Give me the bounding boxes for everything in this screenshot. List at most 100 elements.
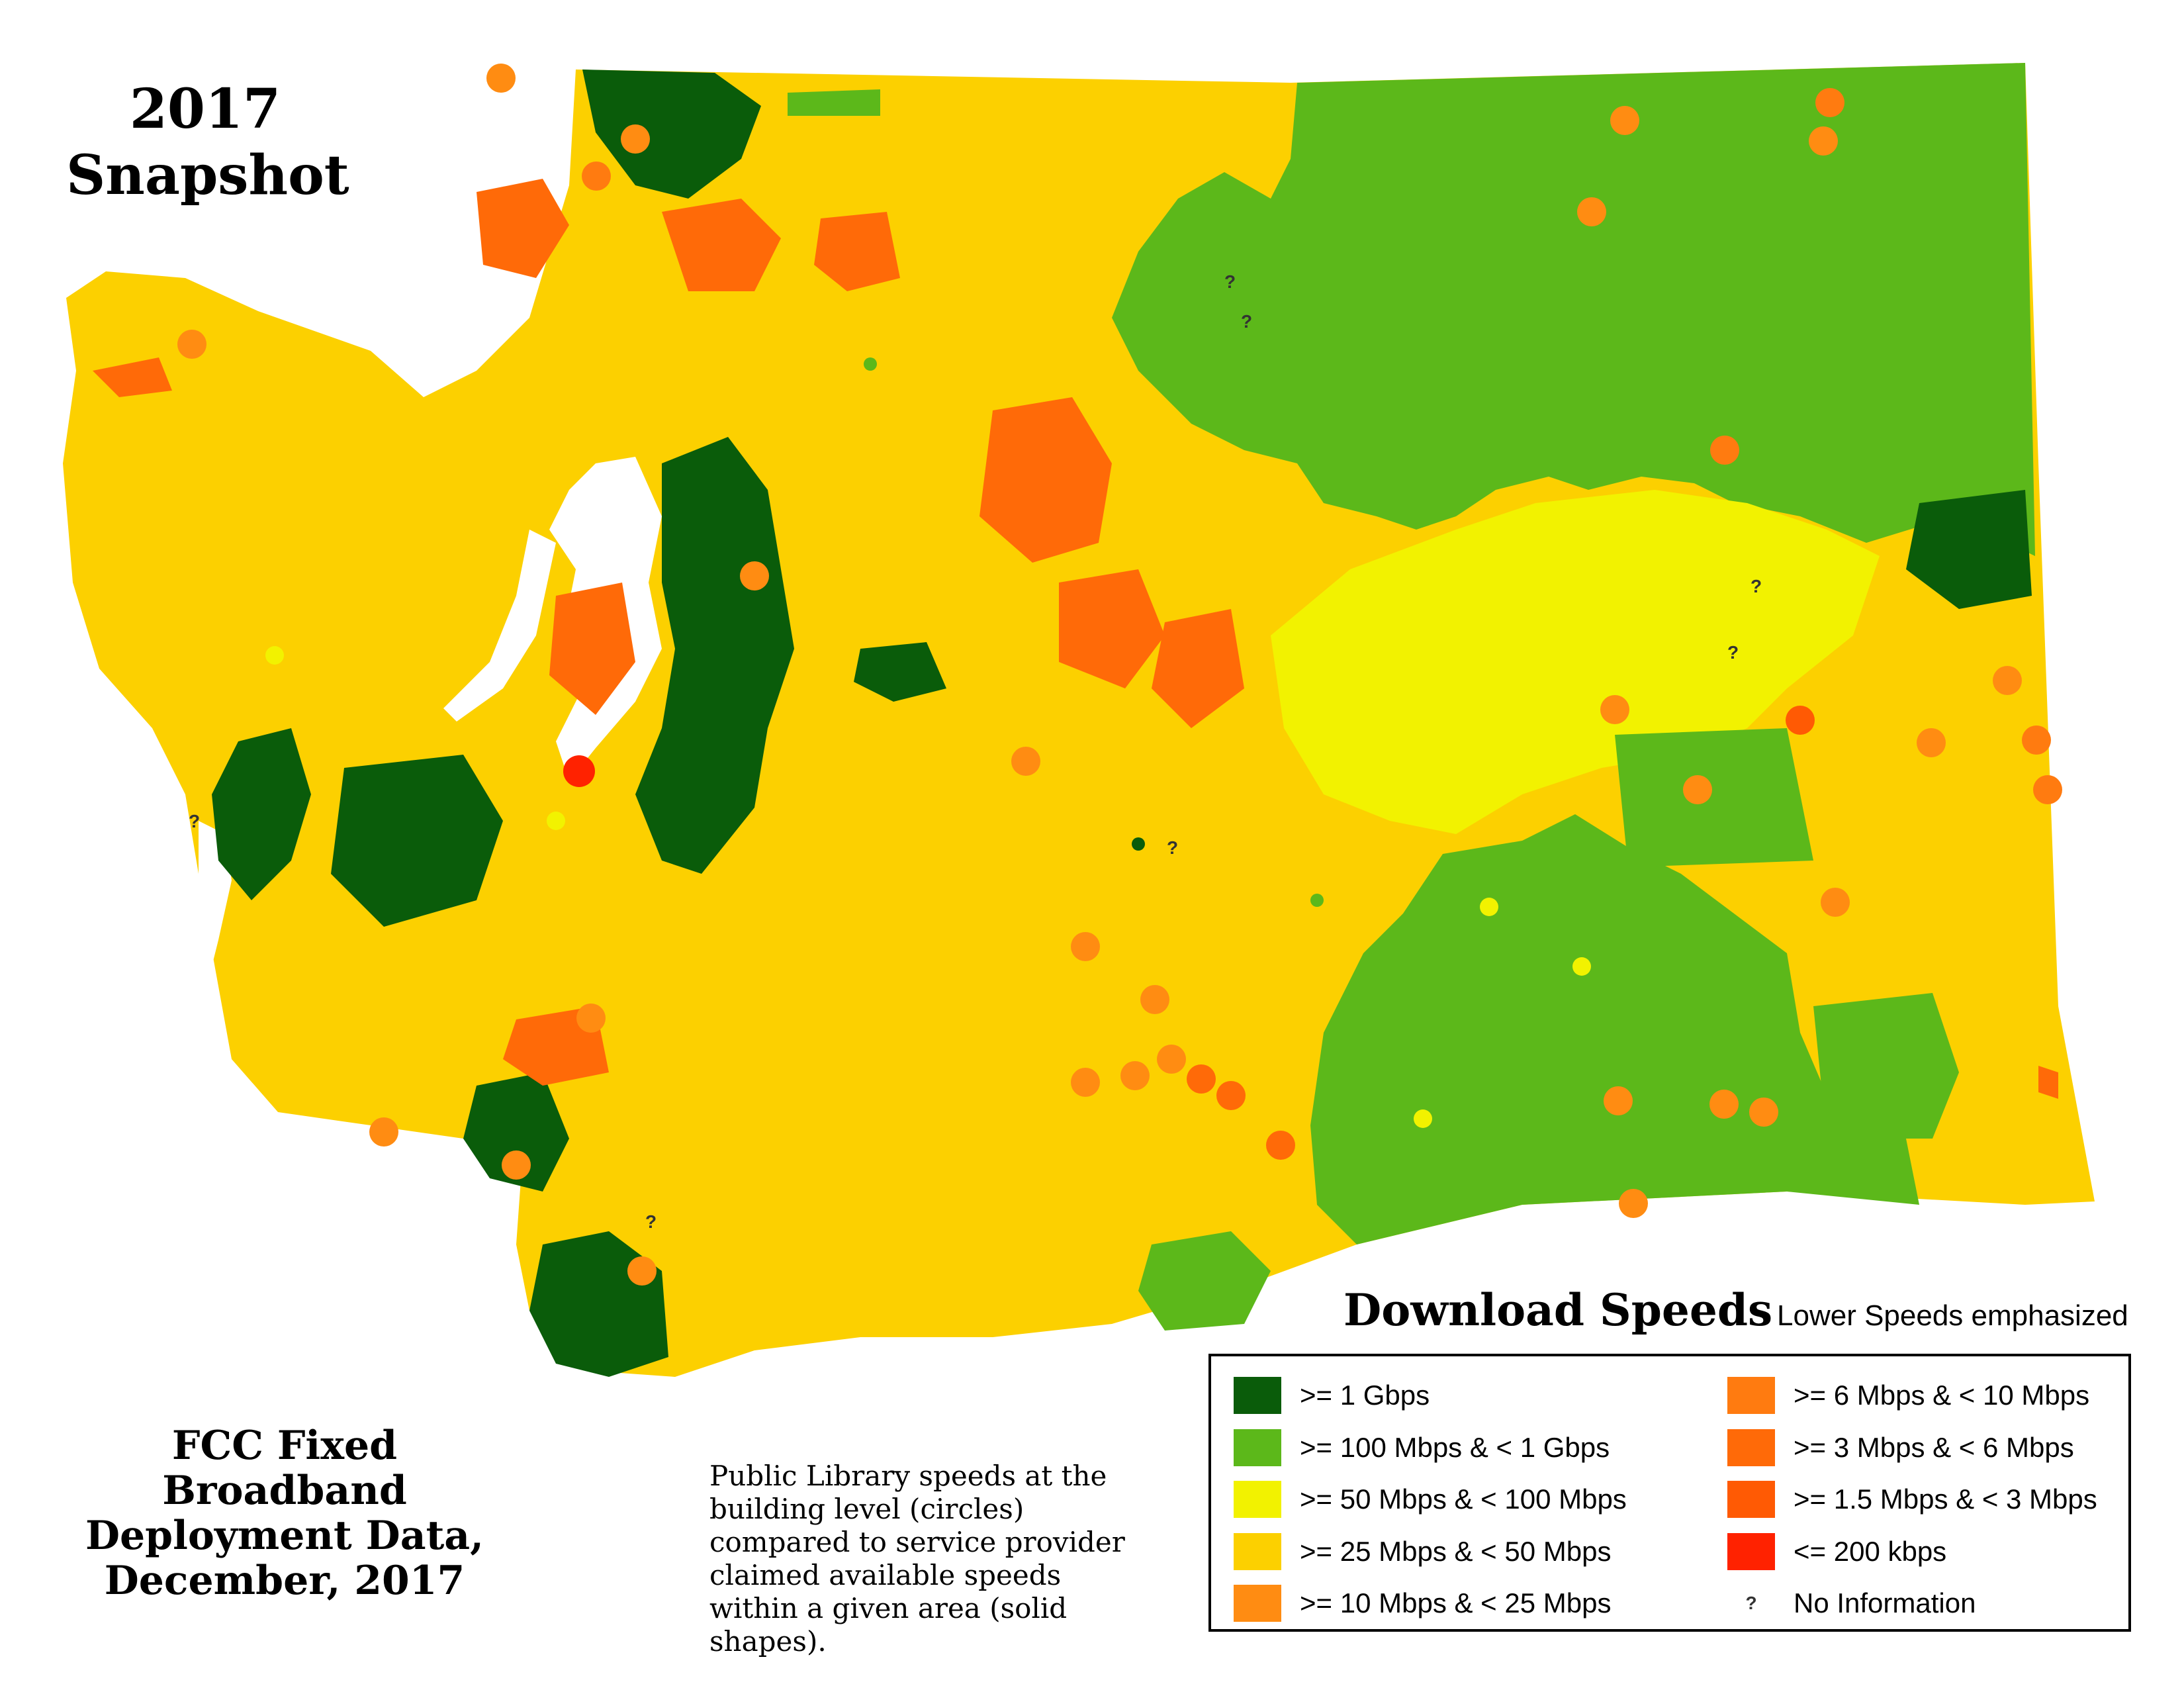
library-circle-3mbps [1187,1064,1216,1094]
map-title: 2017 Snapshot [66,76,349,209]
legend-label: No Information [1794,1587,1976,1619]
library-circle-10mbps [486,64,516,93]
library-circle-10mbps [1011,747,1040,776]
legend-swatch [1727,1377,1775,1415]
library-circle-10mbps [1809,126,1838,156]
legend-item: ? No Information [1727,1577,2097,1630]
legend-item: >= 1 Gbps [1234,1370,1627,1422]
legend-item: >= 3 Mbps & < 6 Mbps [1727,1422,2097,1474]
library-circle-10mbps [1071,1068,1100,1097]
library-circle-10mbps [1071,932,1100,961]
region-se-100mbps [1310,814,1919,1244]
source-title: FCC Fixed Broadband Deployment Data, Dec… [53,1423,516,1603]
legend-label: >= 1.5 Mbps & < 3 Mbps [1794,1483,2097,1515]
question-mark-icon: ? [645,1211,657,1232]
source-title-line1: FCC Fixed Broadband [162,1423,407,1514]
region-peninsula-1gbps [331,755,503,927]
question-mark-icon: ? [1167,837,1179,858]
library-circle-100mbps [864,357,877,371]
legend-swatch [1234,1532,1281,1570]
region-eastern-3mbps [2038,1066,2058,1099]
library-circle-10mbps [1157,1045,1186,1074]
question-mark-icon: ? [1751,576,1762,596]
region-interior-100mbps [1615,728,1813,867]
library-circle-10mbps [1577,197,1606,226]
library-circle-50mbps [1480,898,1498,916]
legend-item: >= 100 Mbps & < 1 Gbps [1234,1422,1627,1474]
region-chelan-3mbps [1059,569,1165,688]
source-title-line3: December, 2017 [104,1558,465,1604]
region-se-corner-100mbps [1813,993,1959,1139]
region-southwest2-1gbps [463,1072,569,1192]
legend-swatch [1234,1585,1281,1622]
library-circle-3mbps [1266,1131,1295,1160]
legend-item: >= 6 Mbps & < 10 Mbps [1727,1370,2097,1422]
library-circle-10mbps [1815,88,1844,117]
question-mark-icon: ? [1745,1593,1757,1614]
legend-label: >= 10 Mbps & < 25 Mbps [1300,1587,1612,1619]
library-circle-3mbps [1216,1081,1246,1110]
region-skagit-3mbps [662,199,781,291]
legend: >= 1 Gbps >= 100 Mbps & < 1 Gbps >= 50 M… [1208,1354,2131,1632]
map-title-year: 2017 [129,77,281,141]
region-kitsap-3mbps [549,583,635,715]
library-circle-10mbps [177,330,206,359]
region-north-3mbps [477,179,569,278]
library-circle-10mbps [1610,106,1639,135]
legend-label: >= 1 Gbps [1300,1380,1430,1411]
region-westcorridor-1gbps [635,437,794,874]
library-circle-10mbps [1120,1061,1150,1090]
question-mark-icon: ? [1224,271,1236,292]
region-southwest-1gbps [212,728,311,900]
legend-no-info-swatch: ? [1727,1585,1775,1622]
note-line2: building level (circles) [709,1493,1024,1525]
source-title-line2: Deployment Data, [85,1513,484,1559]
library-circle-10mbps [1683,775,1712,804]
library-circle-10mbps [369,1117,398,1147]
library-circle-10mbps [1993,666,2022,695]
legend-swatch [1234,1429,1281,1466]
legend-label: >= 50 Mbps & < 100 Mbps [1300,1483,1627,1515]
library-circle-50mbps [1414,1109,1432,1128]
legend-label: >= 100 Mbps & < 1 Gbps [1300,1431,1610,1463]
library-circle-10mbps [740,561,769,590]
library-circle-1gbps [1132,837,1145,851]
library-circle-10mbps [576,1004,606,1033]
legend-item: >= 25 Mbps & < 50 Mbps [1234,1526,1627,1578]
library-circle-200kbps [563,755,595,787]
region-okanogan-3mbps [979,397,1112,563]
question-mark-icon: ? [189,811,201,831]
library-circle-10mbps [502,1150,531,1180]
legend-swatch [1727,1532,1775,1570]
question-mark-icon: ? [1241,311,1253,332]
note-line5: within a given area (solid shapes). [709,1592,1068,1658]
region-olympic-3mbps [93,357,172,397]
region-north-central-100mbps [788,89,880,116]
note-line1: Public Library speeds at the [709,1460,1107,1492]
library-circle-50mbps [547,812,565,830]
library-circle-10mbps [582,162,611,191]
legend-subheading: Lower Speeds emphasized [1777,1299,2128,1332]
library-circle-10mbps [627,1256,657,1286]
legend-swatch [1727,1481,1775,1519]
region-kittitas-3mbps [1152,609,1244,728]
region-south-100mbps [1138,1231,1271,1331]
region-ne-100mbps [1112,63,2035,556]
legend-column-left: >= 1 Gbps >= 100 Mbps & < 1 Gbps >= 50 M… [1234,1370,1627,1630]
legend-item: >= 50 Mbps & < 100 Mbps [1234,1474,1627,1526]
hood-canal-water [443,530,556,722]
legend-swatch [1727,1429,1775,1466]
region-wenatchee-1gbps [854,642,946,702]
legend-swatch [1234,1377,1281,1415]
map-note: Public Library speeds at the building le… [709,1460,1186,1658]
library-circle-10mbps [2033,775,2062,804]
region-spokane-1gbps [1906,490,2032,609]
library-circle-10mbps [621,124,650,154]
library-circle-10mbps [1604,1086,1633,1115]
region-north-1gbps [582,70,761,199]
legend-heading: Download Speeds [1343,1284,1773,1336]
library-circle-100mbps [1310,894,1324,907]
library-circle-10mbps [1619,1189,1648,1218]
